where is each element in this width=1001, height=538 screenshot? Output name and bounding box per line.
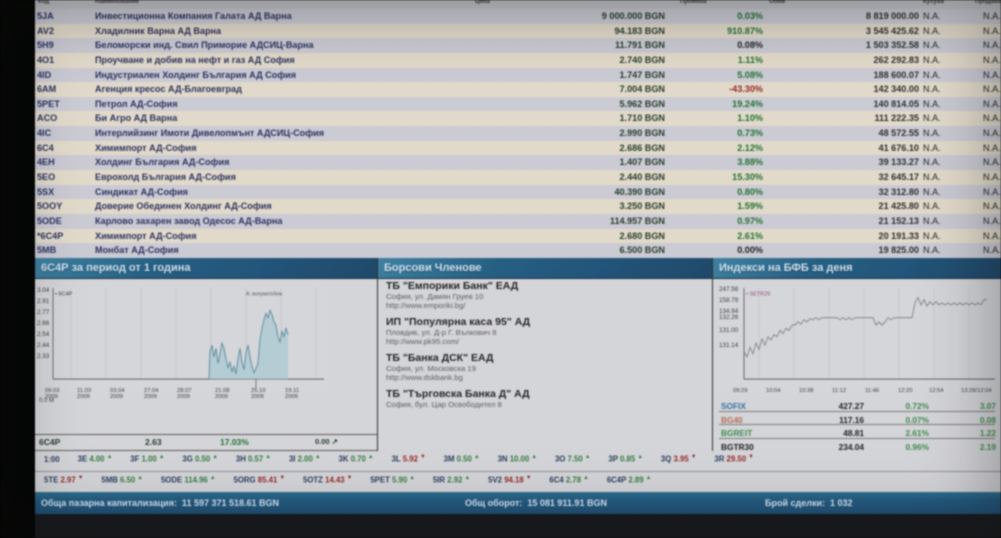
svg-text:А: волуме/обем: А: волуме/обем <box>246 291 283 297</box>
svg-text:• SETR29: • SETR29 <box>746 291 770 297</box>
svg-text:• 6С4Р: • 6С4Р <box>55 291 72 297</box>
